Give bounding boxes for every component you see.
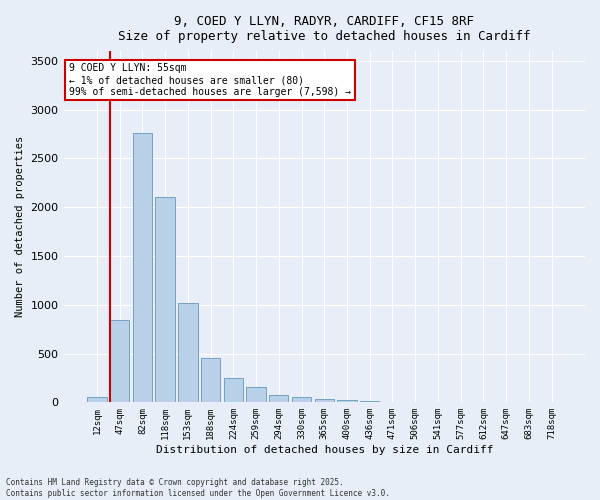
Bar	[314, 399, 334, 402]
Bar	[292, 397, 311, 402]
Bar	[337, 400, 356, 402]
Text: Contains HM Land Registry data © Crown copyright and database right 2025.
Contai: Contains HM Land Registry data © Crown c…	[6, 478, 390, 498]
Text: 9 COED Y LLYN: 55sqm
← 1% of detached houses are smaller (80)
99% of semi-detach: 9 COED Y LLYN: 55sqm ← 1% of detached ho…	[69, 64, 351, 96]
X-axis label: Distribution of detached houses by size in Cardiff: Distribution of detached houses by size …	[155, 445, 493, 455]
Bar	[110, 320, 130, 402]
Bar	[178, 303, 197, 402]
Bar	[224, 378, 243, 402]
Title: 9, COED Y LLYN, RADYR, CARDIFF, CF15 8RF
Size of property relative to detached h: 9, COED Y LLYN, RADYR, CARDIFF, CF15 8RF…	[118, 15, 530, 43]
Bar	[155, 198, 175, 402]
Bar	[269, 395, 289, 402]
Bar	[201, 358, 220, 403]
Y-axis label: Number of detached properties: Number of detached properties	[15, 136, 25, 318]
Bar	[247, 387, 266, 402]
Bar	[87, 397, 107, 402]
Bar	[133, 133, 152, 402]
